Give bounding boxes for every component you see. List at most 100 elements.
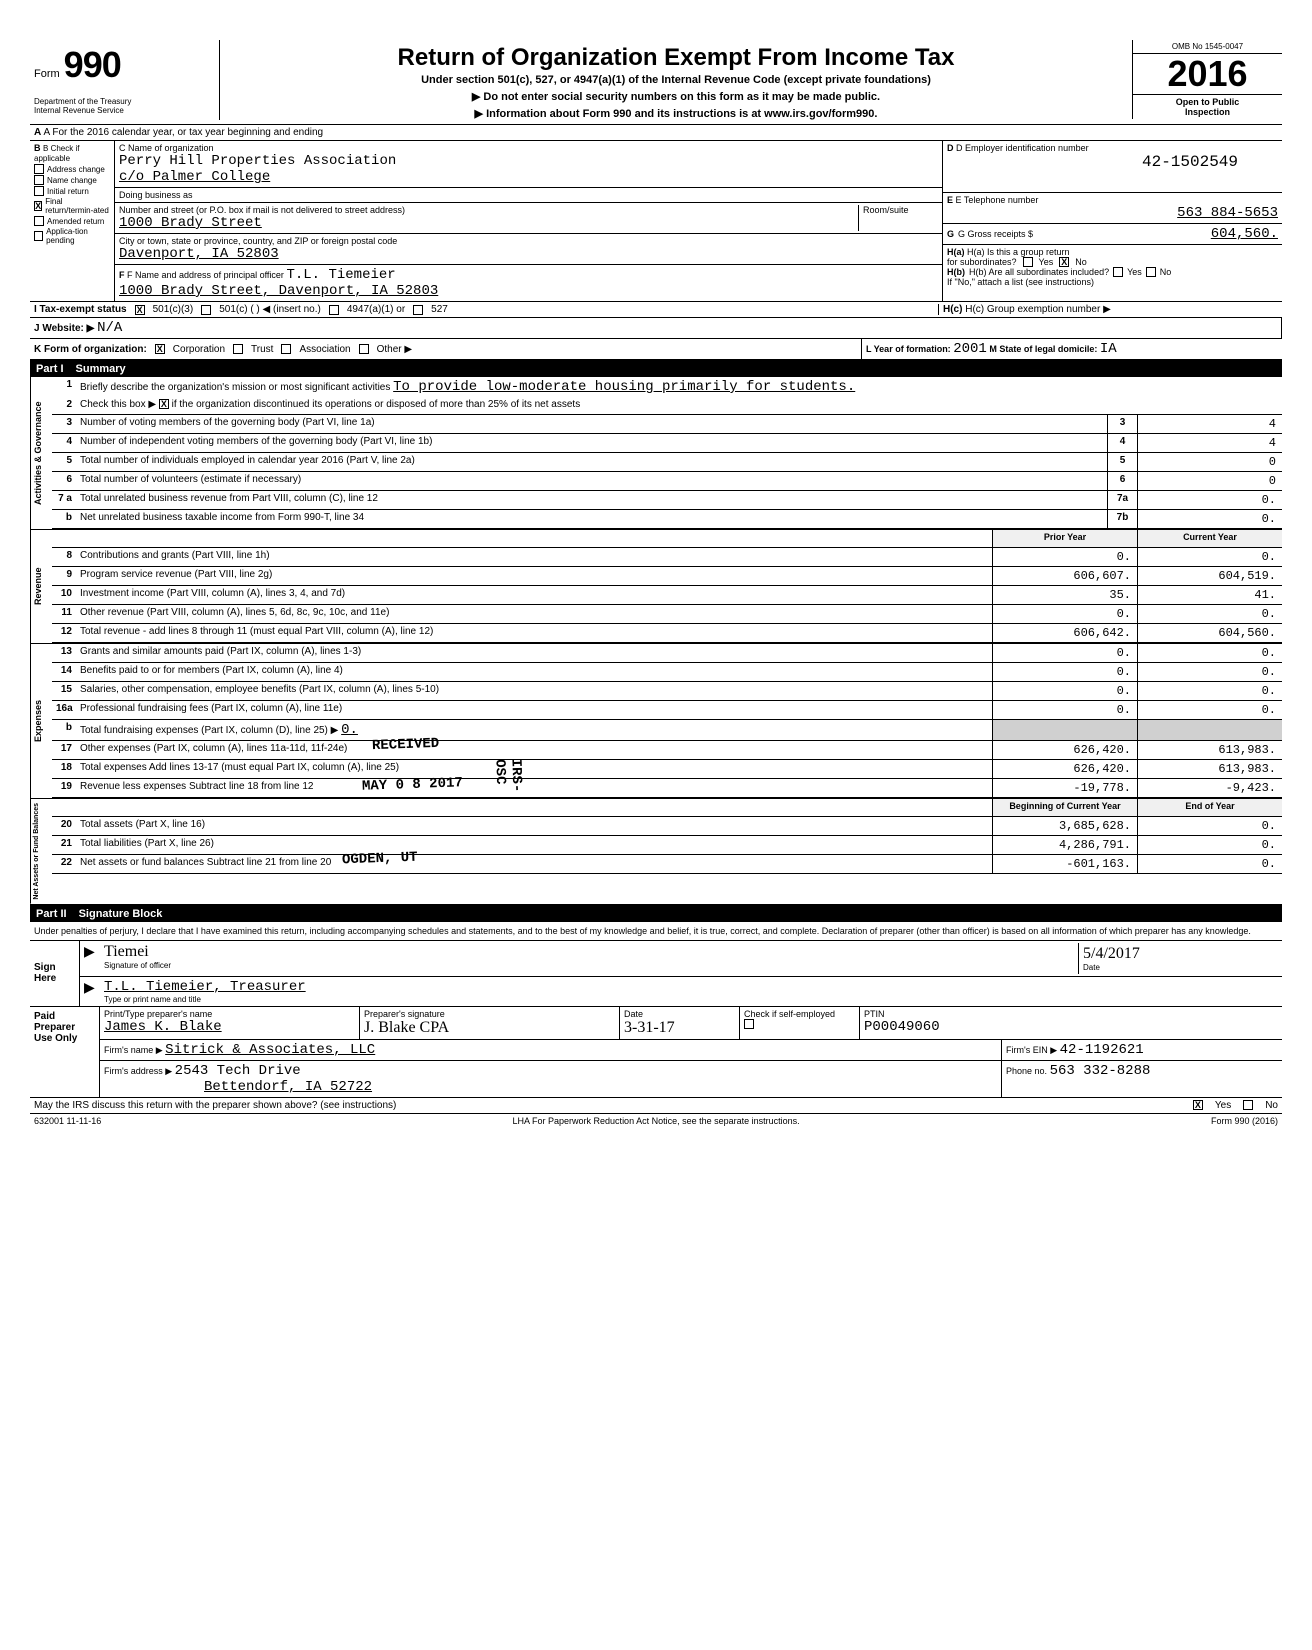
hb-no-check[interactable]: [1146, 267, 1156, 277]
check-name[interactable]: [34, 175, 44, 185]
main-title: Return of Organization Exempt From Incom…: [236, 44, 1116, 72]
label-501c3: 501(c)(3): [153, 304, 194, 315]
line9-prior: 606,607.: [992, 567, 1137, 585]
check-527[interactable]: [413, 305, 423, 315]
line1-text: To provide low-moderate housing primaril…: [393, 379, 855, 395]
check-4947[interactable]: [329, 305, 339, 315]
line14-text: Benefits paid to or for members (Part IX…: [76, 663, 992, 681]
addr-label: Number and street (or P.O. box if mail i…: [119, 205, 858, 215]
line16a-curr: 0.: [1137, 701, 1282, 719]
prep-sig-label: Preparer's signature: [364, 1009, 615, 1019]
sign-arrow-icon-2: ▶: [84, 979, 104, 1004]
check-amended[interactable]: [34, 216, 44, 226]
label-other: Other ▶: [377, 344, 412, 355]
check-trust[interactable]: [233, 344, 243, 354]
row-a-calendar: A A For the 2016 calendar year, or tax y…: [30, 125, 1282, 141]
hb-label: H(b) Are all subordinates included?: [969, 267, 1109, 277]
irs-discuss-row: May the IRS discuss this return with the…: [30, 1098, 1282, 1114]
check-initial[interactable]: [34, 186, 44, 196]
officer-typed-name: T.L. Tiemeier, Treasurer: [104, 979, 1278, 995]
line5-val: 0: [1137, 453, 1282, 471]
part2-title: Signature Block: [79, 908, 163, 920]
part1-title: Summary: [76, 363, 126, 375]
section-bcd: B B Check if applicable Address change N…: [30, 141, 1282, 302]
officer-label: F Name and address of principal officer: [127, 270, 284, 280]
irs-no-check[interactable]: [1243, 1100, 1253, 1110]
hb-yes-check[interactable]: [1113, 267, 1123, 277]
tax-status-row: I Tax-exempt status X 501(c)(3) 501(c) (…: [30, 302, 1282, 318]
open-public-2: Inspection: [1135, 107, 1280, 117]
city-label: City or town, state or province, country…: [119, 236, 938, 246]
ha-label: H(a) Is this a group return: [967, 247, 1070, 257]
check-501c[interactable]: [201, 305, 211, 315]
org-name: Perry Hill Properties Association: [119, 153, 938, 169]
line20-curr: 0.: [1137, 817, 1282, 835]
line12-text: Total revenue - add lines 8 through 11 (…: [76, 624, 992, 642]
line7b-text: Net unrelated business taxable income fr…: [76, 510, 1107, 528]
part1-label: Part I: [36, 363, 64, 375]
check-application[interactable]: [34, 231, 43, 241]
stamp-received: RECEIVED: [372, 736, 440, 754]
label-assoc: Association: [299, 344, 350, 355]
ha-no-check[interactable]: X: [1059, 257, 1069, 267]
check-corp[interactable]: X: [155, 344, 165, 354]
col-b-checkboxes: B B Check if applicable Address change N…: [30, 141, 115, 301]
part2-label: Part II: [36, 908, 67, 920]
line13-curr: 0.: [1137, 644, 1282, 662]
omb-number: OMB No 1545-0047: [1133, 40, 1282, 54]
year-formation-label: L Year of formation:: [866, 344, 951, 354]
line12-curr: 604,560.: [1137, 624, 1282, 642]
check-address-label: Address change: [47, 165, 105, 174]
line4-val: 4: [1137, 434, 1282, 452]
form-org-label: K Form of organization:: [34, 344, 147, 355]
prep-check-label: Check if self-employed: [744, 1009, 855, 1019]
label-trust: Trust: [251, 344, 273, 355]
line8-curr: 0.: [1137, 548, 1282, 566]
line15-prior: 0.: [992, 682, 1137, 700]
check-address[interactable]: [34, 164, 44, 174]
ha-label2: for subordinates?: [947, 257, 1017, 267]
form-org-row: K Form of organization: X Corporation Tr…: [30, 339, 1282, 361]
line21-curr: 0.: [1137, 836, 1282, 854]
org-address: 1000 Brady Street: [119, 215, 858, 231]
footer-row: 632001 11-11-16 LHA For Paperwork Reduct…: [30, 1114, 1282, 1128]
line4-text: Number of independent voting members of …: [76, 434, 1107, 452]
open-public-1: Open to Public: [1135, 97, 1280, 107]
line7a-text: Total unrelated business revenue from Pa…: [76, 491, 1107, 509]
line12-prior: 606,642.: [992, 624, 1137, 642]
hb-note: If "No," attach a list (see instructions…: [947, 277, 1278, 287]
sign-here-row: Sign Here ▶ Tiemei Signature of officer …: [30, 941, 1282, 1007]
check-amended-label: Amended return: [47, 217, 104, 226]
org-careof: c/o Palmer College: [119, 169, 938, 185]
hc-label: H(c) Group exemption number ▶: [965, 304, 1111, 315]
check-501c3[interactable]: X: [135, 305, 145, 315]
self-employed-check[interactable]: [744, 1019, 754, 1029]
check-final[interactable]: X: [34, 201, 42, 211]
title-box: Return of Organization Exempt From Incom…: [228, 40, 1124, 124]
irs-yes-check[interactable]: X: [1193, 1100, 1203, 1110]
org-city: Davenport, IA 52803: [119, 246, 938, 262]
line7b-val: 0.: [1137, 510, 1282, 528]
line16a-text: Professional fundraising fees (Part IX, …: [76, 701, 992, 719]
check-assoc[interactable]: [281, 344, 291, 354]
line11-prior: 0.: [992, 605, 1137, 623]
line2-check[interactable]: X: [159, 399, 169, 409]
label-501c: 501(c) ( ) ◀ (insert no.): [219, 304, 321, 315]
sign-here-label: Sign Here: [30, 941, 80, 1006]
sign-arrow-icon: ▶: [84, 943, 104, 974]
website-value: N/A: [97, 320, 122, 336]
line18-curr: 613,983.: [1137, 760, 1282, 778]
line17-curr: 613,983.: [1137, 741, 1282, 759]
firm-ein-value: 42-1192621: [1060, 1042, 1144, 1058]
line21-text: Total liabilities (Part X, line 26): [76, 836, 992, 854]
prep-print-label: Print/Type preparer's name: [104, 1009, 355, 1019]
paid-prep-side: Paid Preparer Use Only: [30, 1007, 100, 1097]
ha-yes-check[interactable]: [1023, 257, 1033, 267]
line1-label: Briefly describe the organization's miss…: [80, 382, 390, 393]
website-row: J Website: ▶ N/A: [30, 318, 1282, 339]
line20-text: Total assets (Part X, line 16): [76, 817, 992, 835]
check-label: B Check if applicable: [34, 144, 79, 163]
ein-value: 42-1502549: [947, 153, 1278, 171]
firm-value: Sitrick & Associates, LLC: [165, 1042, 375, 1058]
check-other[interactable]: [359, 344, 369, 354]
